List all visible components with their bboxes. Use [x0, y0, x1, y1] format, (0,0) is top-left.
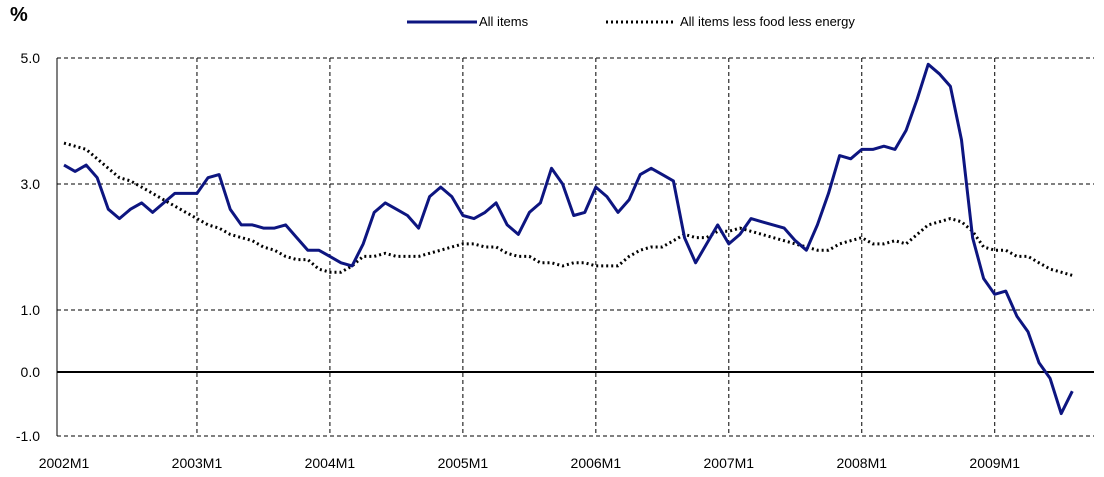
legend-label: All items — [479, 14, 529, 29]
series-line-core — [63, 141, 1073, 277]
x-tick-label: 2009M1 — [969, 455, 1020, 471]
x-tick-label: 2006M1 — [571, 455, 622, 471]
legend-item-core: All items less food less energy — [606, 14, 855, 29]
y-tick-label: -1.0 — [16, 428, 40, 444]
y-tick-label: 3.0 — [21, 176, 41, 192]
legend-dotted-line-swatch — [606, 20, 676, 23]
legend-label: All items less food less energy — [680, 14, 855, 29]
x-tick-label: 2003M1 — [172, 455, 223, 471]
y-tick-label: 5.0 — [21, 50, 41, 66]
x-tick-label: 2007M1 — [704, 455, 755, 471]
x-tick-label: 2008M1 — [836, 455, 887, 471]
x-tick-label: 2002M1 — [39, 455, 90, 471]
y-axis-unit-label: % — [10, 4, 28, 26]
series-line-all-items — [63, 62, 1074, 416]
grid-lines — [57, 57, 1094, 437]
y-tick-label: 0.0 — [21, 364, 41, 380]
y-tick-label: 1.0 — [21, 302, 41, 318]
legend-solid-line-swatch — [407, 20, 477, 23]
legend-item-all-items: All items — [407, 14, 528, 29]
x-tick-label: 2004M1 — [305, 455, 356, 471]
y-axis-ticks: 5.0 3.0 1.0 0.0 -1.0 — [16, 50, 40, 444]
axes — [56, 58, 1094, 436]
x-axis-ticks: 2002M1 2003M1 2004M1 2005M1 2006M1 2007M1 2008… — [39, 455, 1021, 471]
x-tick-label: 2005M1 — [438, 455, 489, 471]
series-lines — [63, 62, 1074, 416]
